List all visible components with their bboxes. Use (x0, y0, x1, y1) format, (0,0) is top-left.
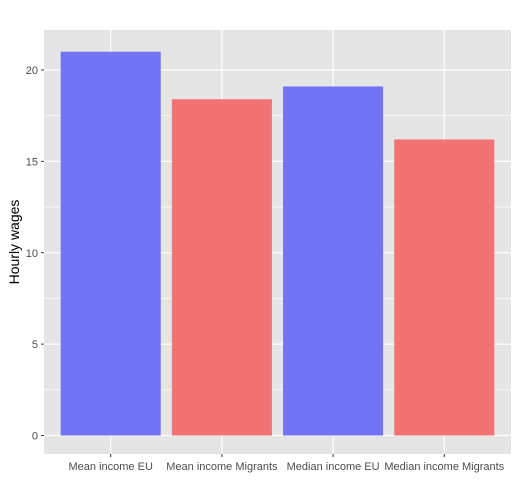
bars (60, 51, 495, 436)
y-axis-ticks: 0 5 10 15 20 (26, 65, 44, 443)
y-tick-label: 15 (26, 156, 38, 168)
x-tick-label: Median income EU (287, 461, 380, 473)
y-axis-title: Hourly wages (6, 200, 22, 285)
bar-3 (283, 86, 384, 436)
y-tick-label: 0 (32, 431, 38, 443)
x-tick-label: Median income Migrants (384, 461, 504, 473)
x-axis-ticks: Mean income EU Mean income Migrants Median… (69, 454, 505, 473)
y-tick-label: 10 (26, 248, 38, 260)
bar-1 (60, 51, 161, 436)
x-tick-label: Mean income EU (69, 461, 153, 473)
y-tick-label: 5 (32, 339, 38, 351)
x-tick-label: Mean income Migrants (166, 461, 278, 473)
y-tick-label: 20 (26, 65, 38, 77)
bar-2 (171, 99, 272, 436)
bar-4 (394, 139, 495, 436)
